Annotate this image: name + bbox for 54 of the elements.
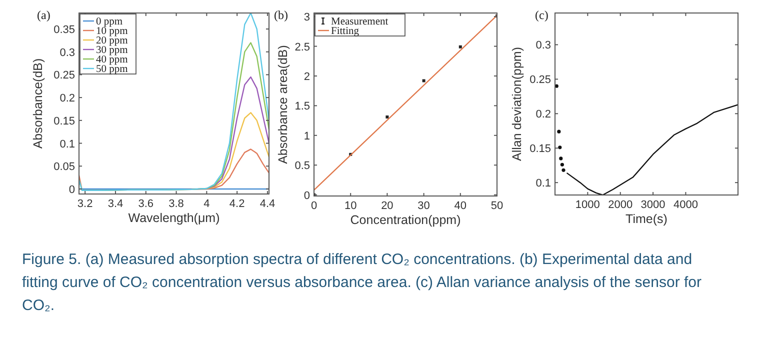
y-tick-label: 0.2 — [60, 92, 75, 105]
y-tick-label: 0.25 — [54, 70, 75, 82]
y-axis-title: Allan deviation(ppm) — [510, 47, 524, 161]
x-tick-label: 3000 — [640, 199, 666, 211]
y-tick-label: 0.15 — [530, 143, 551, 156]
y-tick-label: 0.3 — [60, 46, 75, 59]
y-tick-label: 0.15 — [54, 115, 75, 128]
y-tick-label: 0.05 — [54, 161, 75, 174]
legend-label: 0 ppm — [96, 16, 123, 28]
legend-label: 40 ppm — [96, 54, 128, 66]
legend-label: 20 ppm — [96, 36, 128, 46]
x-tick-label: 3.4 — [108, 198, 124, 210]
legend-label: 10 ppm — [96, 26, 128, 37]
chart-title: (b) — [274, 8, 288, 22]
y-tick-label: 0.3 — [536, 40, 551, 52]
x-axis-title: Wavelength(μm) — [128, 211, 220, 225]
y-tick-label: 2 — [304, 70, 310, 83]
legend-label: 50 ppm — [96, 64, 128, 75]
y-tick-label: 0.35 — [54, 24, 75, 36]
x-tick-label: 4000 — [673, 199, 698, 211]
chart-title: (a) — [37, 8, 50, 22]
x-tick-label: 1000 — [575, 199, 600, 211]
x-tick-label: 2000 — [608, 199, 633, 211]
x-tick-label: 3.8 — [168, 198, 184, 210]
caption: Figure 5. (a) Measured absorption spectra of different CO₂ concentrations. (b) Experimental data and fitting curve of CO₂ concentration versus absorbance area. (c) Allan variance analysis of the sensor for CO₂. — [22, 250, 702, 316]
x-axis-title: Time(s) — [626, 212, 668, 226]
x-axis-title: Concentration(ppm) — [350, 213, 461, 227]
legend-label: Measurement — [331, 16, 388, 28]
y-axis-title: Absorbance area(dB) — [276, 45, 290, 164]
y-tick-label: 1 — [304, 130, 310, 142]
y-tick-label: 0.5 — [294, 160, 310, 172]
x-tick-label: 4.2 — [229, 198, 245, 210]
x-tick-label: 4.4 — [260, 198, 276, 210]
y-tick-label: 3 — [304, 12, 310, 24]
x-tick-label: 20 — [381, 200, 394, 212]
y-tick-label: 0 — [68, 184, 75, 196]
x-tick-label: 3.6 — [138, 198, 154, 210]
x-tick-label: 30 — [418, 200, 430, 212]
x-tick-label: 10 — [344, 200, 357, 212]
legend-label: 30 ppm — [96, 45, 128, 56]
y-tick-label: 0.1 — [536, 178, 551, 190]
x-tick-label: 40 — [454, 200, 467, 212]
y-tick-label: 0.2 — [536, 108, 551, 121]
y-tick-label: 1.5 — [294, 100, 310, 113]
y-tick-label: 0.25 — [530, 74, 551, 86]
x-tick-label: 4 — [204, 198, 210, 210]
x-tick-label: 3.2 — [77, 198, 93, 210]
y-tick-label: 0.1 — [60, 138, 75, 150]
y-tick-label: 0 — [304, 190, 310, 202]
legend-label: Fitting — [331, 26, 360, 37]
y-tick-label: 2.5 — [294, 41, 310, 54]
chart-title: (c) — [535, 8, 548, 22]
x-tick-label: 50 — [490, 200, 504, 212]
y-axis-title: Absorbance(dB) — [31, 58, 45, 149]
